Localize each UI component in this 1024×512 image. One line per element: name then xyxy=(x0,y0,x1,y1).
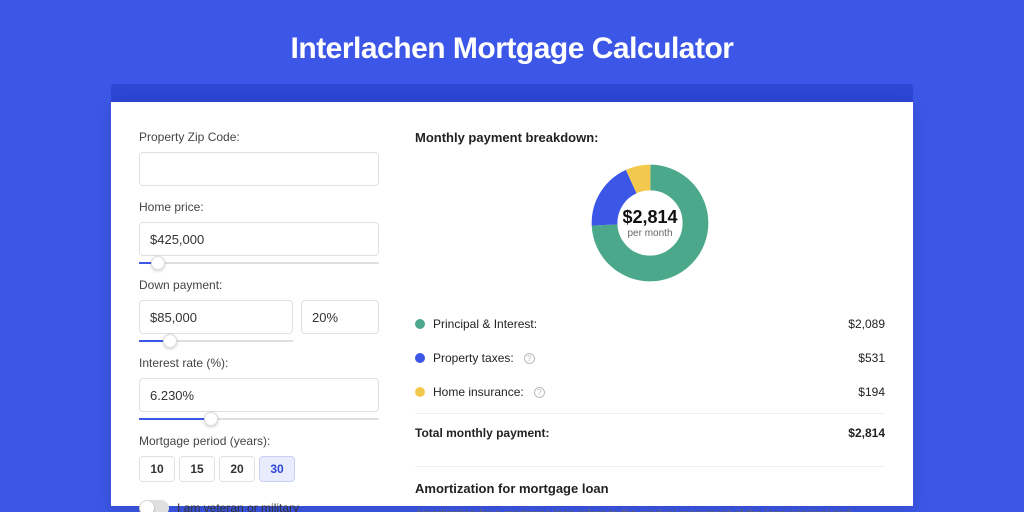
amortization-text: Amortization for a mortgage loan refers … xyxy=(415,506,885,512)
total-label: Total monthly payment: xyxy=(415,426,549,440)
home-price-slider-thumb[interactable] xyxy=(151,256,165,270)
home-price-label: Home price: xyxy=(139,200,391,214)
payment-donut: $2,814 per month xyxy=(590,163,710,283)
total-row: Total monthly payment: $2,814 xyxy=(415,413,885,450)
donut-sub: per month xyxy=(627,228,672,239)
legend-row: Property taxes:? $531 xyxy=(415,341,885,375)
interest-rate-group: Interest rate (%): xyxy=(139,356,391,420)
down-payment-slider[interactable] xyxy=(139,340,293,342)
legend-dot xyxy=(415,319,425,329)
legend-value: $531 xyxy=(858,351,885,365)
legend-row: Home insurance:? $194 xyxy=(415,375,885,409)
legend-dot xyxy=(415,387,425,397)
down-payment-slider-thumb[interactable] xyxy=(163,334,177,348)
zip-label: Property Zip Code: xyxy=(139,130,391,144)
legend-row: Principal & Interest: $2,089 xyxy=(415,307,885,341)
legend-value: $2,089 xyxy=(848,317,885,331)
donut-amount: $2,814 xyxy=(622,207,677,228)
home-price-input[interactable] xyxy=(139,222,379,256)
legend-label: Home insurance: xyxy=(433,385,524,399)
legend-dot xyxy=(415,353,425,363)
zip-group: Property Zip Code: xyxy=(139,130,391,186)
down-payment-pct-input[interactable] xyxy=(301,300,379,334)
veteran-row: I am veteran or military xyxy=(139,500,391,512)
calculator-card: Property Zip Code: Home price: Down paym… xyxy=(111,102,913,506)
period-options: 10152030 xyxy=(139,456,391,482)
legend-label: Property taxes: xyxy=(433,351,514,365)
page-title: Interlachen Mortgage Calculator xyxy=(291,32,734,66)
zip-input[interactable] xyxy=(139,152,379,186)
period-label: Mortgage period (years): xyxy=(139,434,391,448)
info-icon[interactable]: ? xyxy=(524,353,535,364)
donut-center: $2,814 per month xyxy=(590,163,710,283)
interest-rate-slider-fill xyxy=(139,418,211,420)
breakdown-panel: Monthly payment breakdown: $2,814 per mo… xyxy=(391,102,913,506)
breakdown-title: Monthly payment breakdown: xyxy=(415,130,885,145)
down-payment-group: Down payment: xyxy=(139,278,391,342)
down-payment-label: Down payment: xyxy=(139,278,391,292)
total-value: $2,814 xyxy=(848,426,885,440)
interest-rate-slider-thumb[interactable] xyxy=(204,412,218,426)
legend-label: Principal & Interest: xyxy=(433,317,537,331)
veteran-toggle[interactable] xyxy=(139,500,169,512)
legend-table: Principal & Interest: $2,089 Property taxe… xyxy=(415,307,885,409)
interest-rate-label: Interest rate (%): xyxy=(139,356,391,370)
period-button-15[interactable]: 15 xyxy=(179,456,215,482)
interest-rate-input[interactable] xyxy=(139,378,379,412)
veteran-label: I am veteran or military xyxy=(177,501,299,512)
home-price-slider[interactable] xyxy=(139,262,379,264)
period-button-20[interactable]: 20 xyxy=(219,456,255,482)
interest-rate-slider[interactable] xyxy=(139,418,379,420)
period-button-30[interactable]: 30 xyxy=(259,456,295,482)
amortization-title: Amortization for mortgage loan xyxy=(415,481,885,496)
veteran-toggle-knob xyxy=(140,501,154,512)
inputs-panel: Property Zip Code: Home price: Down paym… xyxy=(111,102,391,506)
period-button-10[interactable]: 10 xyxy=(139,456,175,482)
period-group: Mortgage period (years): 10152030 xyxy=(139,434,391,482)
down-payment-amount-input[interactable] xyxy=(139,300,293,334)
legend-value: $194 xyxy=(858,385,885,399)
card-header-bar xyxy=(111,84,913,102)
home-price-group: Home price: xyxy=(139,200,391,264)
donut-wrap: $2,814 per month xyxy=(415,163,885,283)
info-icon[interactable]: ? xyxy=(534,387,545,398)
amortization-section: Amortization for mortgage loan Amortizat… xyxy=(415,466,885,512)
